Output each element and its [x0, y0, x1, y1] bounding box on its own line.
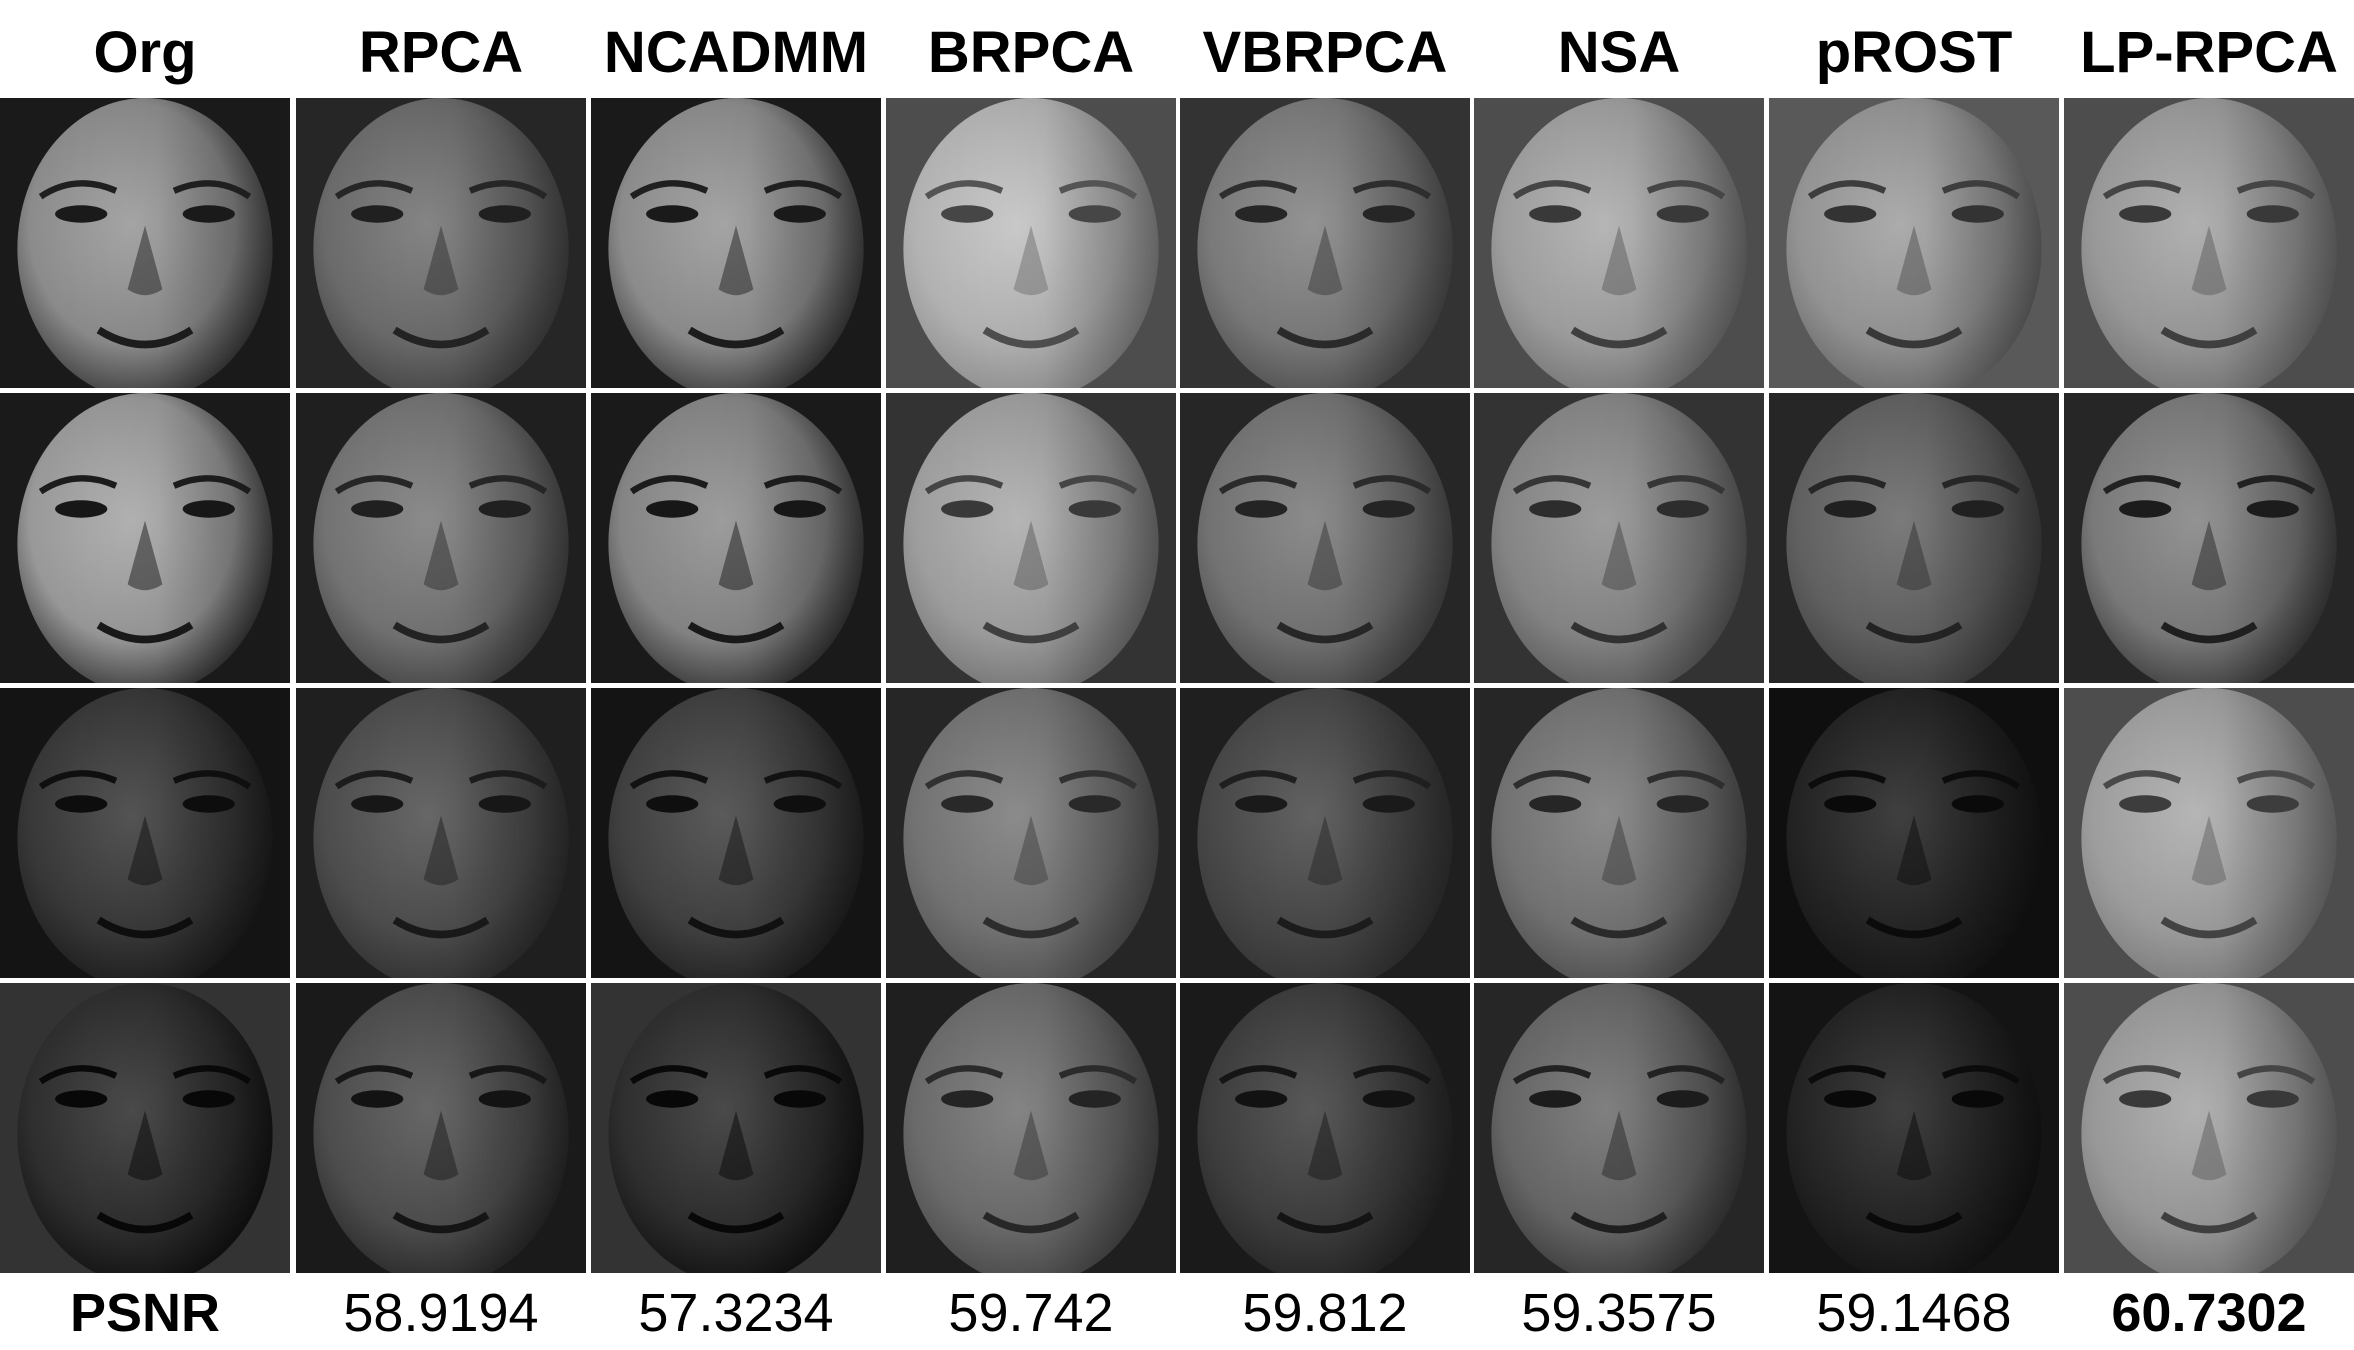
face-image-row-2-brpca — [886, 393, 1176, 683]
face-image-row-1-brpca — [886, 98, 1176, 388]
face-image-row-3-org — [0, 688, 290, 978]
face-image-row-3-vbrpca — [1180, 688, 1470, 978]
psnr-value-lp-rpca: 60.7302 — [2111, 1283, 2307, 1343]
face-image-row-1-nsa — [1474, 98, 1764, 388]
face-image-row-2-prost — [1769, 393, 2059, 683]
psnr-value-nsa: 59.3575 — [1521, 1283, 1717, 1343]
face-image-row-1-org — [0, 98, 290, 388]
column-header-vbrpca: VBRPCA — [1202, 20, 1448, 85]
psnr-value-rpca: 58.9194 — [343, 1283, 539, 1343]
face-image-row-4-vbrpca — [1180, 983, 1470, 1273]
column-header-ncadmm: NCADMM — [603, 20, 869, 85]
face-image-row-4-rpca — [296, 983, 586, 1273]
face-image-row-4-lp-rpca — [2064, 983, 2354, 1273]
psnr-value-vbrpca: 59.812 — [1242, 1283, 1408, 1343]
face-image-row-1-vbrpca — [1180, 98, 1470, 388]
column-header-lp-rpca: LP-RPCA — [2080, 20, 2338, 85]
column-header-nsa: NSA — [1557, 20, 1681, 85]
column-header-rpca: RPCA — [358, 20, 524, 85]
face-image-row-2-rpca — [296, 393, 586, 683]
psnr-label: PSNR — [69, 1283, 221, 1343]
face-image-row-3-rpca — [296, 688, 586, 978]
face-image-row-3-ncadmm — [591, 688, 881, 978]
face-image-row-4-org — [0, 983, 290, 1273]
psnr-value-ncadmm: 57.3234 — [638, 1283, 834, 1343]
face-image-row-3-nsa — [1474, 688, 1764, 978]
column-header-brpca: BRPCA — [927, 20, 1135, 85]
psnr-value-prost: 59.1468 — [1816, 1283, 2012, 1343]
face-image-row-3-lp-rpca — [2064, 688, 2354, 978]
face-image-row-2-ncadmm — [591, 393, 881, 683]
face-image-row-4-nsa — [1474, 983, 1764, 1273]
face-image-row-4-prost — [1769, 983, 2059, 1273]
column-header-org: Org — [93, 20, 197, 85]
psnr-value-brpca: 59.742 — [948, 1283, 1114, 1343]
face-image-row-3-prost — [1769, 688, 2059, 978]
face-image-row-1-lp-rpca — [2064, 98, 2354, 388]
face-image-row-2-nsa — [1474, 393, 1764, 683]
face-image-row-4-ncadmm — [591, 983, 881, 1273]
face-image-row-2-vbrpca — [1180, 393, 1470, 683]
face-image-row-1-rpca — [296, 98, 586, 388]
face-image-row-2-org — [0, 393, 290, 683]
face-image-row-1-ncadmm — [591, 98, 881, 388]
face-image-row-1-prost — [1769, 98, 2059, 388]
column-header-prost: pROST — [1815, 20, 2013, 85]
face-image-row-4-brpca — [886, 983, 1176, 1273]
face-image-row-2-lp-rpca — [2064, 393, 2354, 683]
face-image-row-3-brpca — [886, 688, 1176, 978]
